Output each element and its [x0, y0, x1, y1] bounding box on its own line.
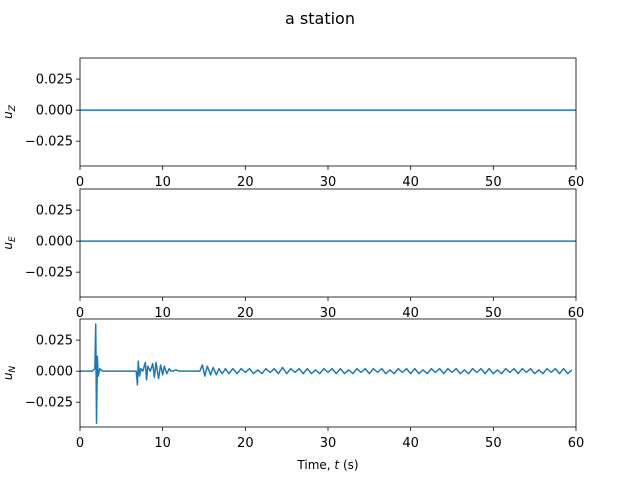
x-tick-label-e: 60 [568, 306, 585, 321]
subplot-e: 0 10 20 30 40 50 60 0.025 0.000 −0.025 uE [1, 188, 585, 321]
y-tick-label-z: −0.025 [25, 135, 73, 150]
x-axis-label: Time, t (s) [296, 458, 358, 472]
subplots: 0 10 20 30 40 50 60 0.025 0.000 −0.025 uZ 0 10 20 30 40… [1, 57, 585, 451]
series-line-n [80, 323, 573, 425]
x-tick-label-n: 40 [402, 436, 419, 451]
x-tick-label-n: 50 [485, 436, 502, 451]
x-tick-label-n: 20 [237, 436, 254, 451]
x-tick-label-n: 0 [76, 436, 84, 451]
y-tick-label-n: 0.000 [36, 365, 73, 380]
x-tick-label-e: 50 [485, 306, 502, 321]
x-tick-label-n: 10 [154, 436, 171, 451]
subplot-n: 0 10 20 30 40 50 60 0.025 0.000 −0.025 uN [1, 318, 585, 451]
y-tick-label-e: −0.025 [25, 266, 73, 281]
x-tick-label-n: 30 [320, 436, 337, 451]
x-tick-label-z: 30 [320, 175, 337, 190]
x-tick-label-z: 60 [568, 175, 585, 190]
y-tick-label-z: 0.000 [36, 104, 73, 119]
x-tick-label-e: 40 [402, 306, 419, 321]
x-tick-label-e: 0 [76, 306, 84, 321]
x-tick-label-z: 0 [76, 175, 84, 190]
x-tick-label-n: 60 [568, 436, 585, 451]
x-tick-label-z: 50 [485, 175, 502, 190]
y-axis-label-e: uE [1, 236, 18, 250]
subplot-z: 0 10 20 30 40 50 60 0.025 0.000 −0.025 uZ [1, 57, 585, 190]
x-tick-label-z: 40 [402, 175, 419, 190]
y-tick-label-z: 0.025 [36, 73, 73, 88]
x-tick-label-z: 20 [237, 175, 254, 190]
x-tick-label-z: 10 [154, 175, 171, 190]
y-axis-label-z: uZ [1, 104, 18, 119]
y-tick-label-e: 0.025 [36, 204, 73, 219]
y-tick-label-n: 0.025 [36, 334, 73, 349]
x-tick-label-e: 20 [237, 306, 254, 321]
x-tick-label-e: 30 [320, 306, 337, 321]
axes-frame-z [79, 57, 577, 167]
y-tick-label-e: 0.000 [36, 235, 73, 250]
y-axis-label-n: uN [1, 366, 18, 381]
axes-frame-e [79, 188, 577, 298]
y-tick-label-n: −0.025 [25, 396, 73, 411]
x-tick-label-e: 10 [154, 306, 171, 321]
figure-title: a station [285, 9, 355, 28]
